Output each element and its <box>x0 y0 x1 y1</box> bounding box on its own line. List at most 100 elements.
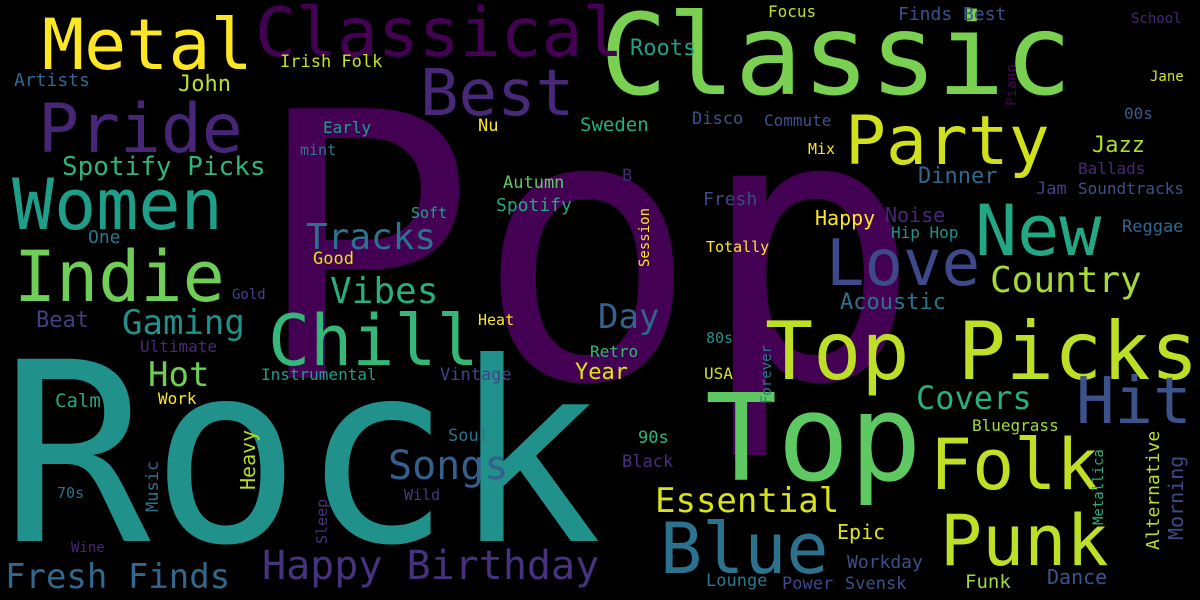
word-epic: Epic <box>837 520 886 544</box>
word-soundtracks: Soundtracks <box>1078 179 1184 198</box>
word-beat: Beat <box>36 308 89 333</box>
word-power: Power <box>782 574 834 594</box>
word-jane: Jane <box>1150 69 1184 85</box>
word-focus: Focus <box>768 2 817 21</box>
word-happy-birthday: Happy Birthday <box>262 543 600 589</box>
word-70s: 70s <box>57 484 85 502</box>
word-reggae: Reggae <box>1122 217 1184 237</box>
word-fresh-finds: Fresh Finds <box>5 557 231 597</box>
word-john: John <box>178 72 231 97</box>
word-school: School <box>1131 11 1182 27</box>
word-hit: Hit <box>1076 365 1192 439</box>
word-mix: Mix <box>808 140 836 158</box>
word-chill: Chill <box>268 300 479 382</box>
word-80s: 80s <box>706 329 734 347</box>
word-spotify-picks: Spotify Picks <box>62 152 266 182</box>
word-jazz: Jazz <box>1092 133 1145 158</box>
word-b: B <box>622 166 633 186</box>
word-happy: Happy <box>815 206 876 230</box>
word-women: Women <box>12 164 223 246</box>
word-finds-best: Finds Best <box>898 4 1007 25</box>
word-calm: Calm <box>55 390 101 412</box>
word-year: Year <box>575 360 628 385</box>
word-spotify: Spotify <box>496 195 572 216</box>
word-classical: Classical <box>255 0 624 73</box>
word-nu: Nu <box>478 116 499 136</box>
word-dance: Dance <box>1047 565 1108 589</box>
word-workday: Workday <box>847 552 923 573</box>
word-session: Session <box>637 207 653 267</box>
word-sweden: Sweden <box>580 114 649 136</box>
word-indie: Indie <box>14 236 225 318</box>
word-instrumental: Instrumental <box>261 365 377 384</box>
word-top: Top <box>705 370 922 509</box>
word-rock: Rock <box>0 309 603 600</box>
word-sleep: Sleep <box>313 498 331 544</box>
word-funk: Funk <box>965 571 1011 593</box>
word-black: Black <box>622 452 674 472</box>
word-ultimate: Ultimate <box>140 337 218 356</box>
word-00s: 00s <box>1124 104 1153 123</box>
word-pride: Pride <box>38 90 243 169</box>
word-ballads: Ballads <box>1078 159 1146 178</box>
word-bluegrass: Bluegrass <box>972 416 1059 435</box>
word-morning: Morning <box>1164 455 1188 540</box>
word-artists: Artists <box>14 70 90 91</box>
word-tracks: Tracks <box>306 217 437 258</box>
word-commute: Commute <box>764 111 832 130</box>
word-totally: Totally <box>706 238 770 256</box>
word-folk: Folk <box>930 424 1099 506</box>
word-disco: Disco <box>692 109 744 129</box>
word-forever: Forever <box>759 344 775 404</box>
word-covers: Covers <box>916 379 1032 417</box>
word-best: Best <box>420 57 575 131</box>
word-day: Day <box>598 297 660 337</box>
word-early: Early <box>323 118 372 137</box>
word-wild: Wild <box>404 486 441 504</box>
word-hip-hop: Hip Hop <box>891 223 959 242</box>
word-gold: Gold <box>232 287 266 303</box>
word-punk: Punk <box>940 500 1109 582</box>
word-vibes: Vibes <box>330 271 439 312</box>
word-heat: Heat <box>478 311 515 329</box>
word-metal: Metal <box>42 4 253 86</box>
word-new: New <box>975 190 1102 272</box>
word-soft: Soft <box>411 204 448 222</box>
word-heavy: Heavy <box>236 429 260 490</box>
word-piano: Piano <box>1004 63 1020 106</box>
word-soul: Soul <box>448 426 489 446</box>
word-one: One <box>88 227 121 248</box>
word-usa: USA <box>704 364 733 383</box>
word-lounge: Lounge <box>706 571 768 591</box>
word-good: Good <box>313 249 354 269</box>
word-country: Country <box>990 260 1142 301</box>
word-metallica: Metallica <box>1091 449 1107 525</box>
word-autumn: Autumn <box>503 173 565 193</box>
word-music: Music <box>143 460 163 512</box>
word-work: Work <box>158 389 197 408</box>
word-pop: Pop <box>253 36 922 466</box>
word-fresh: Fresh <box>703 189 758 210</box>
word-acoustic: Acoustic <box>840 290 946 315</box>
word-retro: Retro <box>590 342 639 361</box>
word-top-picks: Top Picks <box>765 305 1199 398</box>
word-songs: Songs <box>388 443 509 489</box>
word-wine: Wine <box>71 540 105 556</box>
word-svensk: Svensk <box>845 574 907 594</box>
word-hot: Hot <box>148 355 210 395</box>
word-90s: 90s <box>638 428 669 448</box>
word-roots: Roots <box>630 36 697 61</box>
word-irish-folk: Irish Folk <box>280 52 383 72</box>
word-classic: Classic <box>600 0 1073 121</box>
word-noise: Noise <box>885 203 946 227</box>
word-gaming: Gaming <box>122 303 245 343</box>
word-vintage: Vintage <box>440 365 512 385</box>
word-jam: Jam <box>1036 179 1067 199</box>
word-love: Love <box>826 227 981 301</box>
word-essential: Essential <box>655 481 840 521</box>
word-blue: Blue <box>660 508 829 590</box>
word-party: Party <box>845 102 1050 181</box>
word-dinner: Dinner <box>918 164 998 189</box>
word-mint: mint <box>300 141 337 159</box>
